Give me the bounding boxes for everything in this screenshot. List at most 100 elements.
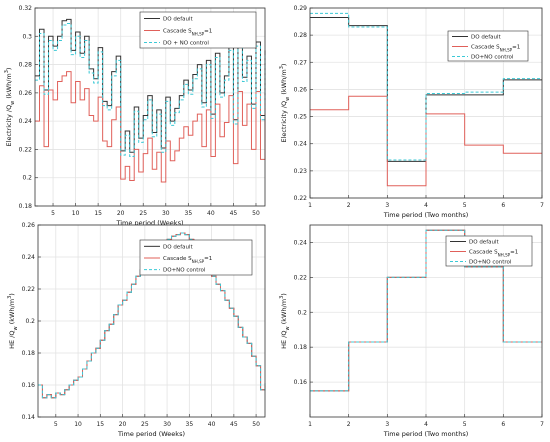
series-line-3 xyxy=(35,23,266,157)
x-axis-label: Time period (Weeks) xyxy=(115,219,183,227)
legend-label: DO default xyxy=(471,35,502,41)
axes-frame xyxy=(34,7,266,207)
y-tick-label: 0.18 xyxy=(19,203,33,210)
axes-frame xyxy=(309,7,543,199)
x-tick-label: 25 xyxy=(139,210,147,217)
legend-label: DO+NO control xyxy=(471,55,514,61)
y-tick-label: 0.2 xyxy=(297,309,307,316)
chart-panel-2: 1 2 3 4 5 6 7 0.22 0.23 0.24 0.25 0.26 0.27 0.28 0.29 T… xyxy=(279,5,544,219)
legend: DO default Cascade SNH,SP=1 DO + NO contro… xyxy=(139,11,257,49)
legend-label: Cascade SNH,SP=1 xyxy=(469,250,518,258)
x-tick-label: 5 xyxy=(463,202,467,209)
y-tick-label: 0.22 xyxy=(22,286,36,293)
y-tick-label: 0.32 xyxy=(19,5,33,12)
legend-label: DO+NO control xyxy=(163,268,206,274)
y-tick-label: 0.2 xyxy=(25,318,35,325)
series-line-3 xyxy=(38,232,266,399)
x-tick-label: 40 xyxy=(208,421,216,428)
x-tick-label: 5 xyxy=(51,210,55,217)
legend-label: Cascade SNH,SP=1 xyxy=(163,29,212,37)
x-tick-label: 4 xyxy=(424,421,428,428)
chart-panel-3: 5 10 15 20 25 30 35 40 45 50 0.14 0.16 0.18 0.2 0.22 0.… xyxy=(7,222,266,438)
series-line-3 xyxy=(310,12,542,161)
y-tick-label: 0.22 xyxy=(294,195,308,202)
y-tick-label: 0.27 xyxy=(294,59,308,66)
x-tick-label: 6 xyxy=(501,202,505,209)
x-tick-label: 10 xyxy=(74,421,82,428)
x-tick-label: 3 xyxy=(385,202,389,209)
y-tick-label: 0.23 xyxy=(294,168,308,175)
x-tick-label: 2 xyxy=(347,421,351,428)
x-tick-label: 35 xyxy=(185,210,193,217)
y-tick-label: 0.24 xyxy=(19,118,33,125)
legend-label: DO default xyxy=(163,17,194,23)
x-tick-label: 45 xyxy=(230,210,238,217)
x-axis-label: Time period (Two months) xyxy=(383,211,469,219)
legend: DO default Cascade SNH,SP=1 DO+NO control xyxy=(445,235,533,267)
y-tick-label: 0.25 xyxy=(294,114,308,121)
legend-label: DO default xyxy=(469,240,500,246)
x-tick-label: 50 xyxy=(252,210,260,217)
x-tick-label: 10 xyxy=(72,210,80,217)
x-tick-label: 5 xyxy=(54,421,58,428)
x-tick-label: 15 xyxy=(94,210,102,217)
axes-frame xyxy=(309,224,543,418)
axes-frame xyxy=(37,224,266,418)
y-tick-label: 0.14 xyxy=(22,414,36,421)
x-tick-label: 50 xyxy=(252,421,260,428)
x-tick-label: 35 xyxy=(186,421,194,428)
y-axis-label: HE /Qw (kWh/m3) xyxy=(7,293,19,349)
legend-label: Cascade SNH,SP=1 xyxy=(471,45,520,53)
x-tick-label: 30 xyxy=(163,421,171,428)
y-tick-label: 0.24 xyxy=(294,141,308,148)
x-tick-label: 1 xyxy=(308,202,312,209)
x-tick-label: 25 xyxy=(141,421,149,428)
series-line-2 xyxy=(35,71,266,183)
legend-label: Cascade SNH,SP=1 xyxy=(163,256,212,264)
chart-panel-4: 1 2 3 4 5 6 7 0.16 0.18 0.2 0.22 0.24 Time period (T… xyxy=(279,224,544,438)
y-tick-label: 0.24 xyxy=(22,254,36,261)
x-tick-label: 4 xyxy=(424,202,428,209)
x-tick-label: 1 xyxy=(308,421,312,428)
legend-label: DO default xyxy=(163,244,194,250)
y-axis-label: Electricity /Qw (kWh/m3) xyxy=(4,68,16,147)
series-line-2 xyxy=(310,229,542,392)
x-tick-label: 15 xyxy=(96,421,104,428)
legend: DO default Cascade SNH,SP=1 DO+NO control xyxy=(447,30,529,62)
x-tick-label: 6 xyxy=(501,421,505,428)
y-tick-label: 0.26 xyxy=(19,90,33,97)
y-tick-label: 0.29 xyxy=(294,5,308,12)
x-tick-label: 20 xyxy=(119,421,127,428)
x-axis-label: Time period (Two months) xyxy=(383,430,469,438)
x-tick-label: 2 xyxy=(347,202,351,209)
y-tick-label: 0.24 xyxy=(294,239,308,246)
y-axis-label: HE /Qw (kWh/m3) xyxy=(279,293,291,349)
x-tick-label: 20 xyxy=(117,210,125,217)
y-tick-label: 0.26 xyxy=(294,86,308,93)
x-tick-label: 5 xyxy=(463,421,467,428)
y-tick-label: 0.16 xyxy=(22,382,36,389)
y-tick-label: 0.18 xyxy=(294,344,308,351)
x-axis-label: Time period (Weeks) xyxy=(117,430,185,438)
y-tick-label: 0.16 xyxy=(294,379,308,386)
y-tick-label: 0.28 xyxy=(19,62,33,69)
y-tick-label: 0.22 xyxy=(294,274,308,281)
x-tick-label: 3 xyxy=(385,421,389,428)
y-tick-label: 0.22 xyxy=(19,146,33,153)
y-tick-label: 0.28 xyxy=(294,32,308,39)
x-tick-label: 7 xyxy=(540,421,544,428)
x-tick-label: 30 xyxy=(162,210,170,217)
y-tick-label: 0.2 xyxy=(22,175,32,182)
x-tick-label: 7 xyxy=(540,202,544,209)
chart-panel-1: 5 10 15 20 25 30 35 40 45 50 0.18 0.2 0.22 0.24 0.26 0.… xyxy=(4,5,266,227)
y-tick-label: 0.18 xyxy=(22,350,36,357)
legend: DO default Cascade SNH,SP=1 DO+NO control xyxy=(139,239,253,276)
legend-label: DO + NO control xyxy=(163,41,209,47)
x-tick-label: 45 xyxy=(230,421,238,428)
legend-label: DO+NO control xyxy=(469,260,512,266)
y-tick-label: 0.3 xyxy=(22,33,32,40)
x-tick-label: 40 xyxy=(207,210,215,217)
y-tick-label: 0.26 xyxy=(22,222,36,229)
y-axis-label: Electricity /Qw (kWh/m3) xyxy=(279,64,291,143)
